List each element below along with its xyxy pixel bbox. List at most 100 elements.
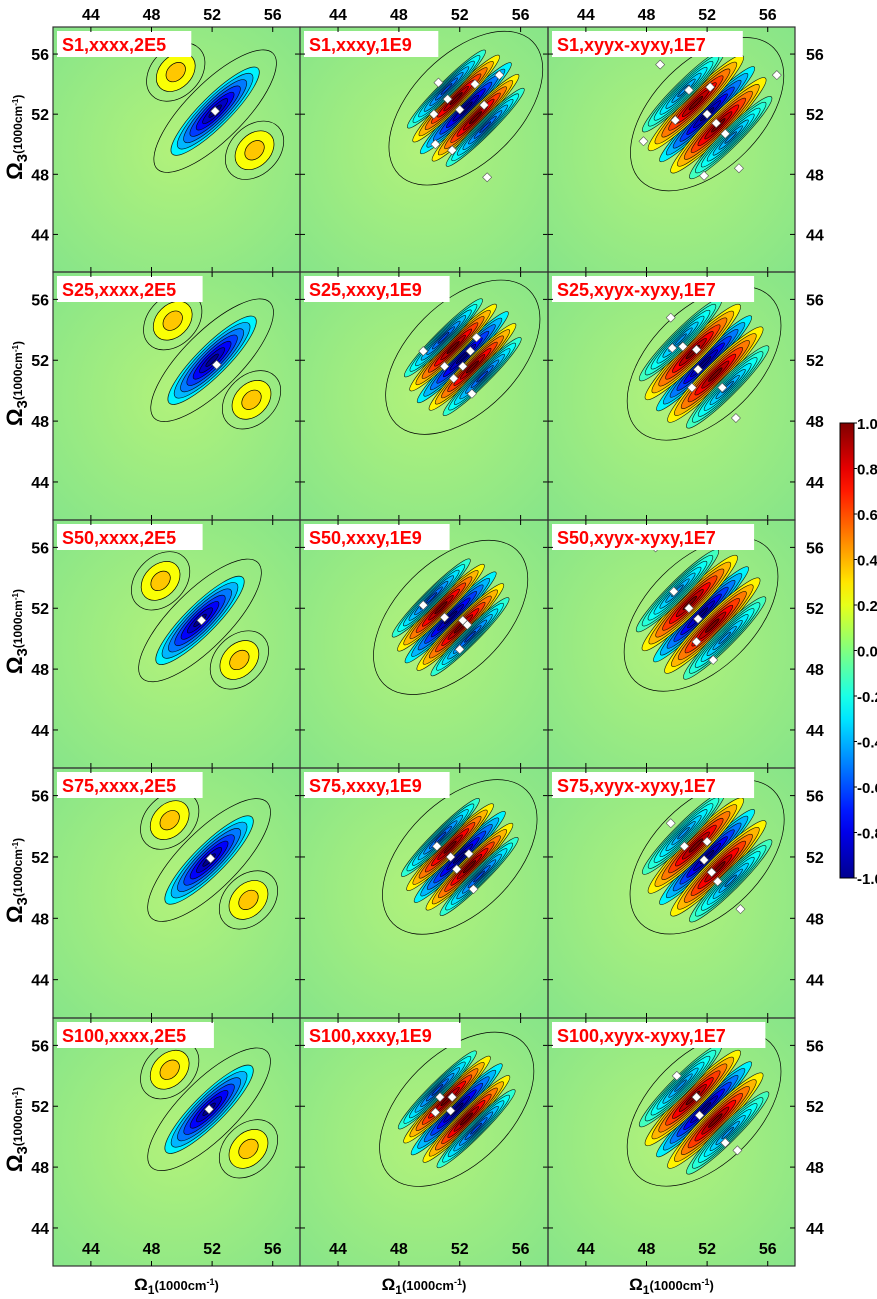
panel-title: S75,xyyx-xyxy,1E7 (557, 776, 716, 796)
x-axis-title: Ω1(1000cm-1) (629, 1275, 714, 1297)
peak-marker (435, 1092, 445, 1103)
peak-marker (730, 413, 741, 424)
peak-marker (699, 170, 710, 181)
y-axis-title: Ω3(1000cm-1) (2, 1087, 31, 1172)
x-tick-label-top: 56 (264, 7, 282, 24)
contour-envelope (373, 539, 529, 695)
contour-level (688, 838, 704, 853)
panel-title-box (57, 524, 203, 550)
x-tick-label-top: 48 (143, 7, 161, 24)
contour-envelope (138, 558, 262, 683)
panel-title-box (304, 772, 450, 798)
peak-marker (693, 364, 703, 375)
y-tick-label-left: 44 (31, 475, 49, 492)
contour-offdiag (238, 889, 259, 910)
y-tick-label-right: 48 (806, 414, 824, 431)
y-tick-label-right: 56 (806, 540, 824, 557)
contour-level (452, 850, 467, 864)
x-tick-label-top: 44 (82, 7, 100, 24)
panel-title: S50,xxxx,2E5 (62, 528, 176, 548)
panel-r5-c2: S100,xxxy,1E9 (300, 1018, 548, 1266)
peak-marker (211, 359, 222, 370)
panel-title-box (552, 1022, 766, 1048)
contour-level (443, 840, 457, 854)
panel-title-box (552, 772, 755, 798)
panel-title: S100,xyyx-xyxy,1E7 (557, 1026, 726, 1046)
peak-marker (677, 341, 688, 352)
y-tick-label-right: 44 (806, 973, 824, 990)
colorbar-tick-label: -1.0 (857, 871, 877, 888)
contour-level (473, 870, 486, 883)
contour-offdiag (222, 370, 282, 430)
y-axis-title: Ω3(1000cm-1) (2, 341, 31, 426)
x-tick-label-top: 56 (759, 7, 777, 24)
panel-r4-c1: S75,xxxx,2E5 (53, 768, 300, 1018)
contour-envelope (382, 779, 538, 935)
contour-level (677, 826, 690, 840)
colorbar-tick-label: 0.4 (857, 553, 877, 570)
colorbar-tick-label: 0.2 (857, 598, 877, 615)
peak-marker (445, 1105, 456, 1116)
contour-level (674, 333, 687, 346)
peak-marker (711, 118, 722, 129)
contour-envelope (623, 537, 779, 692)
contour-offdiag (218, 870, 278, 930)
panel-title-box (304, 276, 450, 302)
peak-marker (665, 312, 676, 323)
contour-envelope (388, 30, 544, 186)
peak-marker (702, 836, 713, 847)
contour-envelope (626, 286, 782, 441)
peak-marker (196, 615, 207, 626)
y-tick-label-left: 52 (31, 353, 49, 370)
panel-frame (547, 1017, 796, 1267)
panel-title-box (57, 1022, 214, 1048)
contour-level (724, 874, 737, 888)
contour-offdiag (131, 551, 191, 611)
y-tick-label-left: 44 (31, 973, 49, 990)
peak-marker (679, 841, 690, 852)
axes-layer: 44 44 48 48 52 52 56 56 Ω1(1000cm-1) 44 44 48 48 52 52… (2, 7, 824, 1297)
panel-title: S1,xxxy,1E9 (309, 35, 412, 55)
colorbar-tick-label: 0.8 (857, 462, 877, 479)
panel-r4-c2: S75,xxxy,1E9 (300, 768, 548, 1018)
contour-envelope (629, 779, 785, 935)
y-tick-label-left: 48 (31, 1160, 49, 1177)
peak-marker (671, 1070, 682, 1081)
panel-title-box (552, 31, 743, 57)
contour-level (476, 370, 489, 383)
contour-offdiag (209, 630, 269, 690)
panel-title: S75,xxxy,1E9 (309, 776, 422, 796)
contour-offdiag (229, 649, 250, 671)
peak-marker (466, 388, 477, 399)
x-tick-label-bottom: 48 (638, 1241, 656, 1258)
y-tick-label-right: 52 (806, 1099, 824, 1116)
panel-r2-c3: S25,xyyx-xyxy,1E7 (548, 272, 795, 520)
peak-marker (430, 139, 441, 150)
contour-level (431, 1083, 444, 1096)
peak-marker (204, 1104, 215, 1115)
x-tick-label-top: 52 (451, 7, 469, 24)
contour-offdiag (225, 120, 285, 180)
y-tick-label-left: 52 (31, 601, 49, 618)
x-axis-title: Ω1(1000cm-1) (134, 1275, 219, 1297)
peak-marker (691, 344, 702, 355)
contour-envelope (626, 1032, 782, 1187)
contour-offdiag (238, 1138, 259, 1159)
y-tick-label-left: 44 (31, 1221, 49, 1238)
contour-level (434, 831, 447, 844)
x-tick-label-bottom: 48 (143, 1241, 161, 1258)
peak-marker (447, 145, 458, 156)
peak-marker (448, 373, 459, 384)
x-tick-label-top: 48 (390, 7, 408, 24)
x-tick-label-bottom: 56 (512, 1241, 530, 1258)
x-tick-label-bottom: 56 (759, 1241, 777, 1258)
contour-level (462, 860, 476, 874)
panel-title-box (552, 524, 755, 550)
x-tick-label-bottom: 52 (203, 1241, 221, 1258)
peak-marker (771, 70, 782, 81)
peak-marker (720, 128, 731, 139)
y-tick-label-left: 56 (31, 540, 49, 557)
contour-envelope (147, 1047, 271, 1172)
colorbar: 1.0 0.8 0.6 0.4 0.2 0.0 -0.2 -0.4 -0.6 -0.8 -1.0 (839, 416, 877, 888)
peak-marker (712, 876, 723, 887)
